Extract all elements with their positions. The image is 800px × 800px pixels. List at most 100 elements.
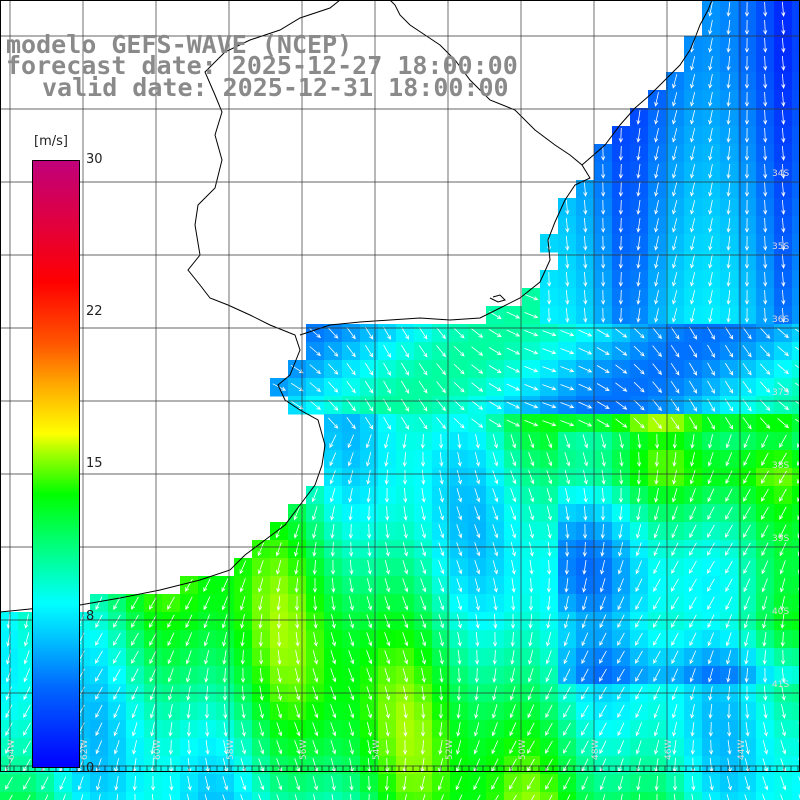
coastline-north	[299, 0, 591, 336]
wind-arrow	[27, 794, 31, 800]
wind-arrow	[294, 668, 300, 683]
wind-arrow	[672, 722, 677, 737]
wind-arrow	[563, 740, 571, 754]
wind-arrow	[348, 740, 354, 755]
wind-arrow	[781, 91, 786, 107]
wind-arrow	[564, 578, 569, 593]
wind-arrow	[330, 488, 336, 503]
wind-arrow	[386, 794, 389, 800]
wind-arrow	[565, 235, 570, 251]
wind-arrow	[618, 163, 623, 179]
wind-arrow	[599, 632, 607, 647]
wind-arrow	[635, 542, 642, 557]
wind-arrow	[601, 487, 606, 503]
wind-arrow	[436, 327, 446, 340]
wind-arrow	[781, 253, 786, 269]
wind-arrow	[546, 488, 552, 503]
wind-arrow	[725, 632, 732, 647]
wind-arrow	[762, 614, 767, 629]
wind-arrow	[402, 596, 409, 611]
wind-arrow	[707, 650, 714, 665]
wind-arrow	[276, 794, 280, 800]
wind-arrow	[23, 650, 30, 665]
wind-arrow	[761, 434, 769, 449]
wind-arrow	[312, 578, 318, 593]
wind-arrow	[401, 362, 410, 376]
wind-arrow	[636, 272, 641, 287]
wind-arrow	[474, 470, 481, 485]
wind-arrow	[781, 127, 786, 143]
wind-arrow	[168, 722, 173, 737]
wind-arrow	[760, 417, 771, 429]
wind-arrow	[529, 560, 534, 575]
wind-arrow	[672, 433, 677, 449]
wind-arrow	[546, 452, 553, 467]
wind-arrow	[781, 217, 786, 233]
wind-arrow	[672, 775, 678, 791]
wind-arrow	[763, 235, 768, 251]
wind-arrow	[618, 487, 624, 503]
wind-arrow	[761, 578, 768, 593]
wind-arrow	[726, 145, 731, 161]
wind-arrow	[599, 614, 607, 629]
wind-arrow	[761, 560, 769, 575]
wind-arrow	[763, 181, 768, 197]
wind-arrow	[221, 578, 229, 593]
wind-arrow	[402, 776, 407, 791]
wind-arrow	[690, 110, 696, 125]
wind-arrow	[439, 488, 444, 503]
wind-arrow	[421, 469, 426, 485]
wind-arrow	[312, 542, 317, 557]
wind-arrow	[453, 381, 465, 393]
wind-arrow	[9, 794, 13, 800]
lon-label: 44W	[737, 740, 747, 760]
wind-arrow	[491, 740, 499, 755]
wind-arrow	[671, 524, 679, 539]
wind-arrow	[529, 542, 534, 557]
wind-arrow	[474, 506, 481, 521]
wind-arrow	[760, 363, 771, 375]
wind-arrow	[186, 721, 191, 737]
wind-arrow	[205, 721, 210, 737]
wind-arrow	[438, 721, 443, 737]
wind-arrow	[583, 271, 588, 287]
wind-arrow	[726, 19, 731, 35]
wind-arrow	[690, 308, 696, 323]
lat-label: 38S	[772, 461, 789, 471]
wind-arrow	[600, 542, 605, 557]
wind-arrow	[439, 470, 444, 485]
wind-arrow	[24, 614, 29, 629]
wind-arrow	[781, 307, 786, 323]
lon-label: 50W	[518, 740, 528, 760]
wind-arrow	[763, 722, 768, 737]
wind-arrow	[330, 722, 337, 737]
wind-speed-cell	[792, 594, 800, 613]
wind-arrow	[689, 632, 697, 647]
wind-arrow	[402, 560, 409, 575]
wind-arrow	[689, 362, 698, 376]
wind-arrow	[167, 650, 175, 665]
wind-arrow	[492, 542, 499, 557]
wind-arrow	[403, 524, 408, 539]
wind-arrow	[259, 649, 264, 665]
wind-arrow	[456, 722, 461, 737]
wind-speed-cell	[684, 792, 703, 800]
wind-arrow	[456, 524, 463, 539]
wind-arrow	[367, 775, 372, 791]
wind-arrow	[312, 704, 319, 719]
wind-arrow	[560, 348, 575, 355]
wind-arrow	[456, 470, 462, 485]
wind-arrow	[763, 253, 768, 269]
wind-arrow	[617, 668, 625, 682]
wind-arrow	[708, 254, 713, 269]
wind-arrow	[185, 614, 193, 629]
wind-arrow	[744, 199, 750, 215]
wind-arrow	[420, 451, 426, 467]
wind-speed-cell	[792, 630, 800, 649]
wind-arrow	[690, 218, 696, 233]
wind-arrow	[546, 595, 551, 611]
wind-arrow	[653, 560, 661, 575]
wind-arrow	[670, 416, 680, 430]
wind-arrow	[633, 363, 645, 375]
wind-arrow	[204, 776, 210, 791]
